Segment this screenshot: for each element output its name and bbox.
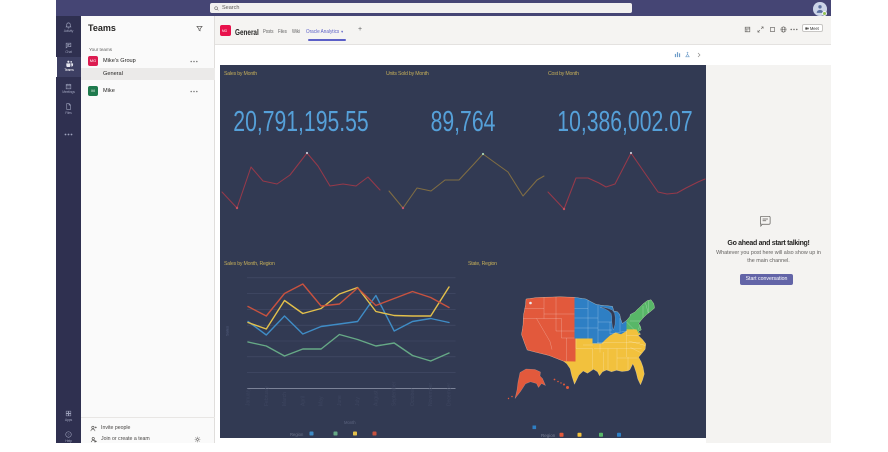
svg-text:May: May <box>319 396 325 406</box>
svg-text:April: April <box>300 396 306 406</box>
svg-text:December: December <box>447 383 453 406</box>
svg-text:Region: Region <box>290 432 304 437</box>
svg-text:September: September <box>392 381 398 406</box>
svg-text:Region: Region <box>541 433 556 438</box>
svg-text:Sales: Sales <box>225 326 230 336</box>
svg-text:June: June <box>337 395 343 406</box>
svg-text:November: November <box>428 383 434 406</box>
svg-text:?: ? <box>68 433 70 437</box>
svg-text:July: July <box>355 397 361 406</box>
svg-text:March: March <box>282 392 288 406</box>
svg-text:February: February <box>264 385 270 406</box>
svg-text:August: August <box>373 390 379 406</box>
svg-text:Month: Month <box>344 420 356 425</box>
svg-text:January: January <box>246 388 252 406</box>
svg-text:October: October <box>410 388 416 406</box>
